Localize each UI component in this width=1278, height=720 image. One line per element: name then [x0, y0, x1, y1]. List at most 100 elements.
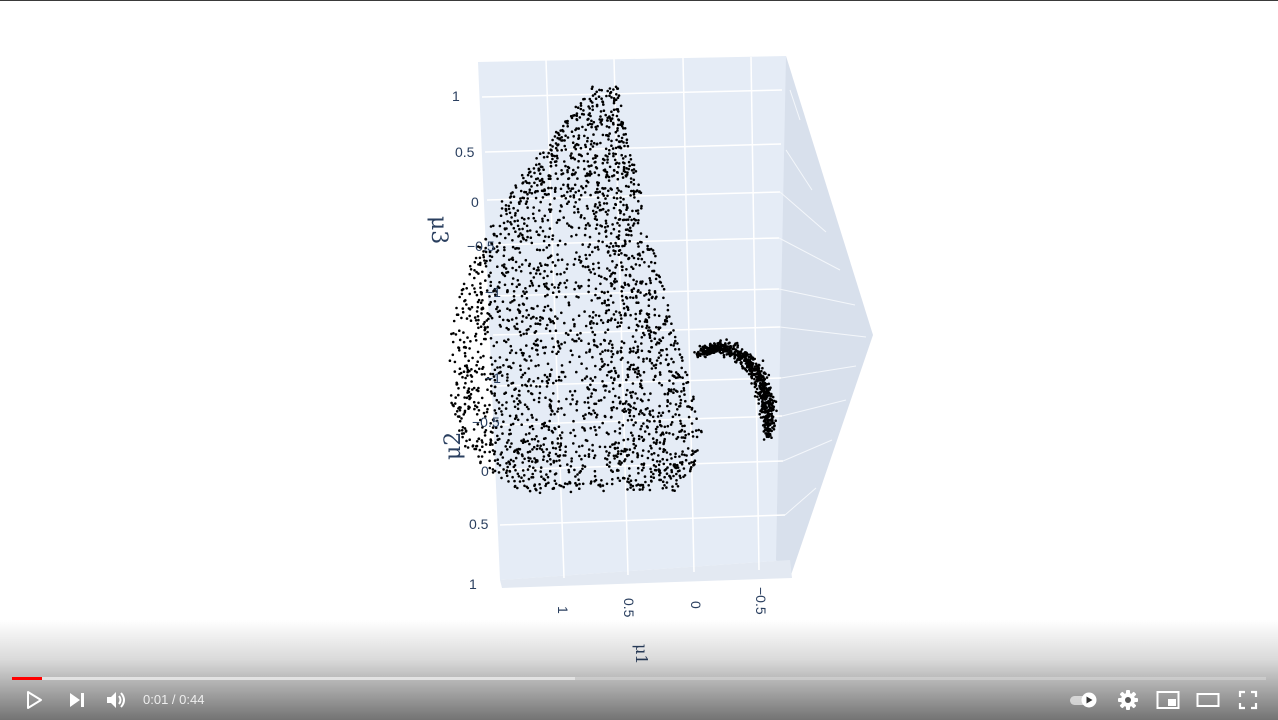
data-point	[494, 411, 498, 415]
data-point	[461, 435, 464, 439]
plot-grid	[481, 56, 867, 579]
data-point	[569, 349, 573, 353]
data-point	[670, 357, 673, 361]
data-point	[528, 181, 531, 185]
data-point	[473, 290, 477, 294]
data-point	[516, 402, 520, 406]
data-point	[504, 340, 508, 344]
data-point	[519, 199, 522, 203]
data-point	[557, 425, 561, 429]
data-point	[547, 428, 551, 432]
data-point	[767, 415, 771, 418]
data-point	[479, 290, 483, 294]
data-point	[489, 284, 493, 288]
data-point	[591, 330, 594, 334]
data-point	[493, 452, 496, 456]
theater-mode-button[interactable]	[1192, 686, 1224, 714]
data-point	[627, 408, 630, 411]
data-point	[533, 483, 537, 487]
data-point	[632, 406, 635, 410]
data-point	[643, 261, 646, 264]
data-point	[595, 322, 599, 326]
data-point	[630, 418, 633, 422]
y-tick: 0.5	[469, 516, 489, 532]
data-point	[629, 405, 632, 408]
data-point	[584, 223, 588, 227]
data-point	[765, 432, 769, 435]
grid-line	[481, 89, 783, 98]
data-point	[658, 478, 661, 482]
data-point	[603, 445, 607, 449]
progress-buffered	[12, 677, 576, 680]
data-point	[528, 284, 532, 288]
data-point	[626, 438, 630, 441]
data-point	[478, 256, 482, 260]
data-point	[649, 330, 653, 334]
miniplayer-button[interactable]	[1152, 686, 1184, 714]
data-point	[669, 402, 672, 405]
data-point	[509, 192, 513, 195]
data-point	[608, 152, 611, 155]
data-point	[563, 413, 566, 417]
data-point	[705, 353, 709, 357]
data-point	[485, 259, 488, 263]
data-point	[475, 293, 479, 297]
data-point	[628, 274, 632, 278]
data-point	[610, 350, 613, 353]
data-point	[608, 132, 611, 135]
data-point	[616, 321, 620, 325]
data-point	[599, 110, 603, 113]
data-point	[542, 422, 546, 426]
play-button[interactable]	[18, 686, 50, 714]
data-point	[764, 410, 767, 414]
next-button[interactable]	[61, 686, 93, 714]
data-point	[583, 191, 587, 194]
data-point	[521, 181, 525, 184]
data-point	[639, 309, 643, 312]
data-point	[529, 325, 532, 328]
data-point	[665, 451, 669, 454]
data-point	[613, 377, 616, 380]
volume-button[interactable]	[101, 686, 133, 714]
y-tick: 1	[469, 576, 477, 592]
data-point	[770, 414, 774, 418]
autoplay-toggle[interactable]	[1068, 686, 1100, 714]
data-point	[634, 421, 637, 424]
data-point	[762, 396, 765, 400]
data-point	[533, 171, 536, 175]
data-point	[586, 118, 589, 121]
data-point	[771, 426, 774, 429]
data-point	[571, 393, 574, 397]
data-point	[770, 436, 773, 440]
data-point	[558, 137, 561, 141]
data-point	[590, 299, 593, 302]
fullscreen-button[interactable]	[1232, 686, 1264, 714]
data-point	[585, 179, 589, 183]
data-point	[733, 357, 736, 360]
progress-bar[interactable]	[12, 677, 1266, 680]
data-point	[742, 352, 745, 356]
data-point	[502, 364, 505, 367]
data-point	[551, 154, 555, 157]
y-tick: 0	[481, 463, 489, 479]
data-point	[542, 443, 545, 446]
data-point	[597, 399, 601, 403]
data-point	[564, 120, 568, 124]
settings-button[interactable]	[1112, 686, 1144, 714]
data-point	[563, 281, 566, 285]
data-point	[734, 361, 738, 364]
data-point	[640, 468, 644, 472]
data-point	[506, 318, 510, 322]
data-point	[461, 375, 464, 379]
data-point	[511, 475, 514, 479]
data-point	[627, 185, 630, 188]
data-point	[612, 108, 616, 112]
data-point	[557, 375, 561, 379]
data-point	[585, 172, 589, 175]
data-point	[669, 343, 673, 347]
data-point	[523, 222, 526, 225]
data-point	[749, 370, 752, 373]
data-point	[739, 362, 743, 366]
data-point	[578, 454, 581, 458]
